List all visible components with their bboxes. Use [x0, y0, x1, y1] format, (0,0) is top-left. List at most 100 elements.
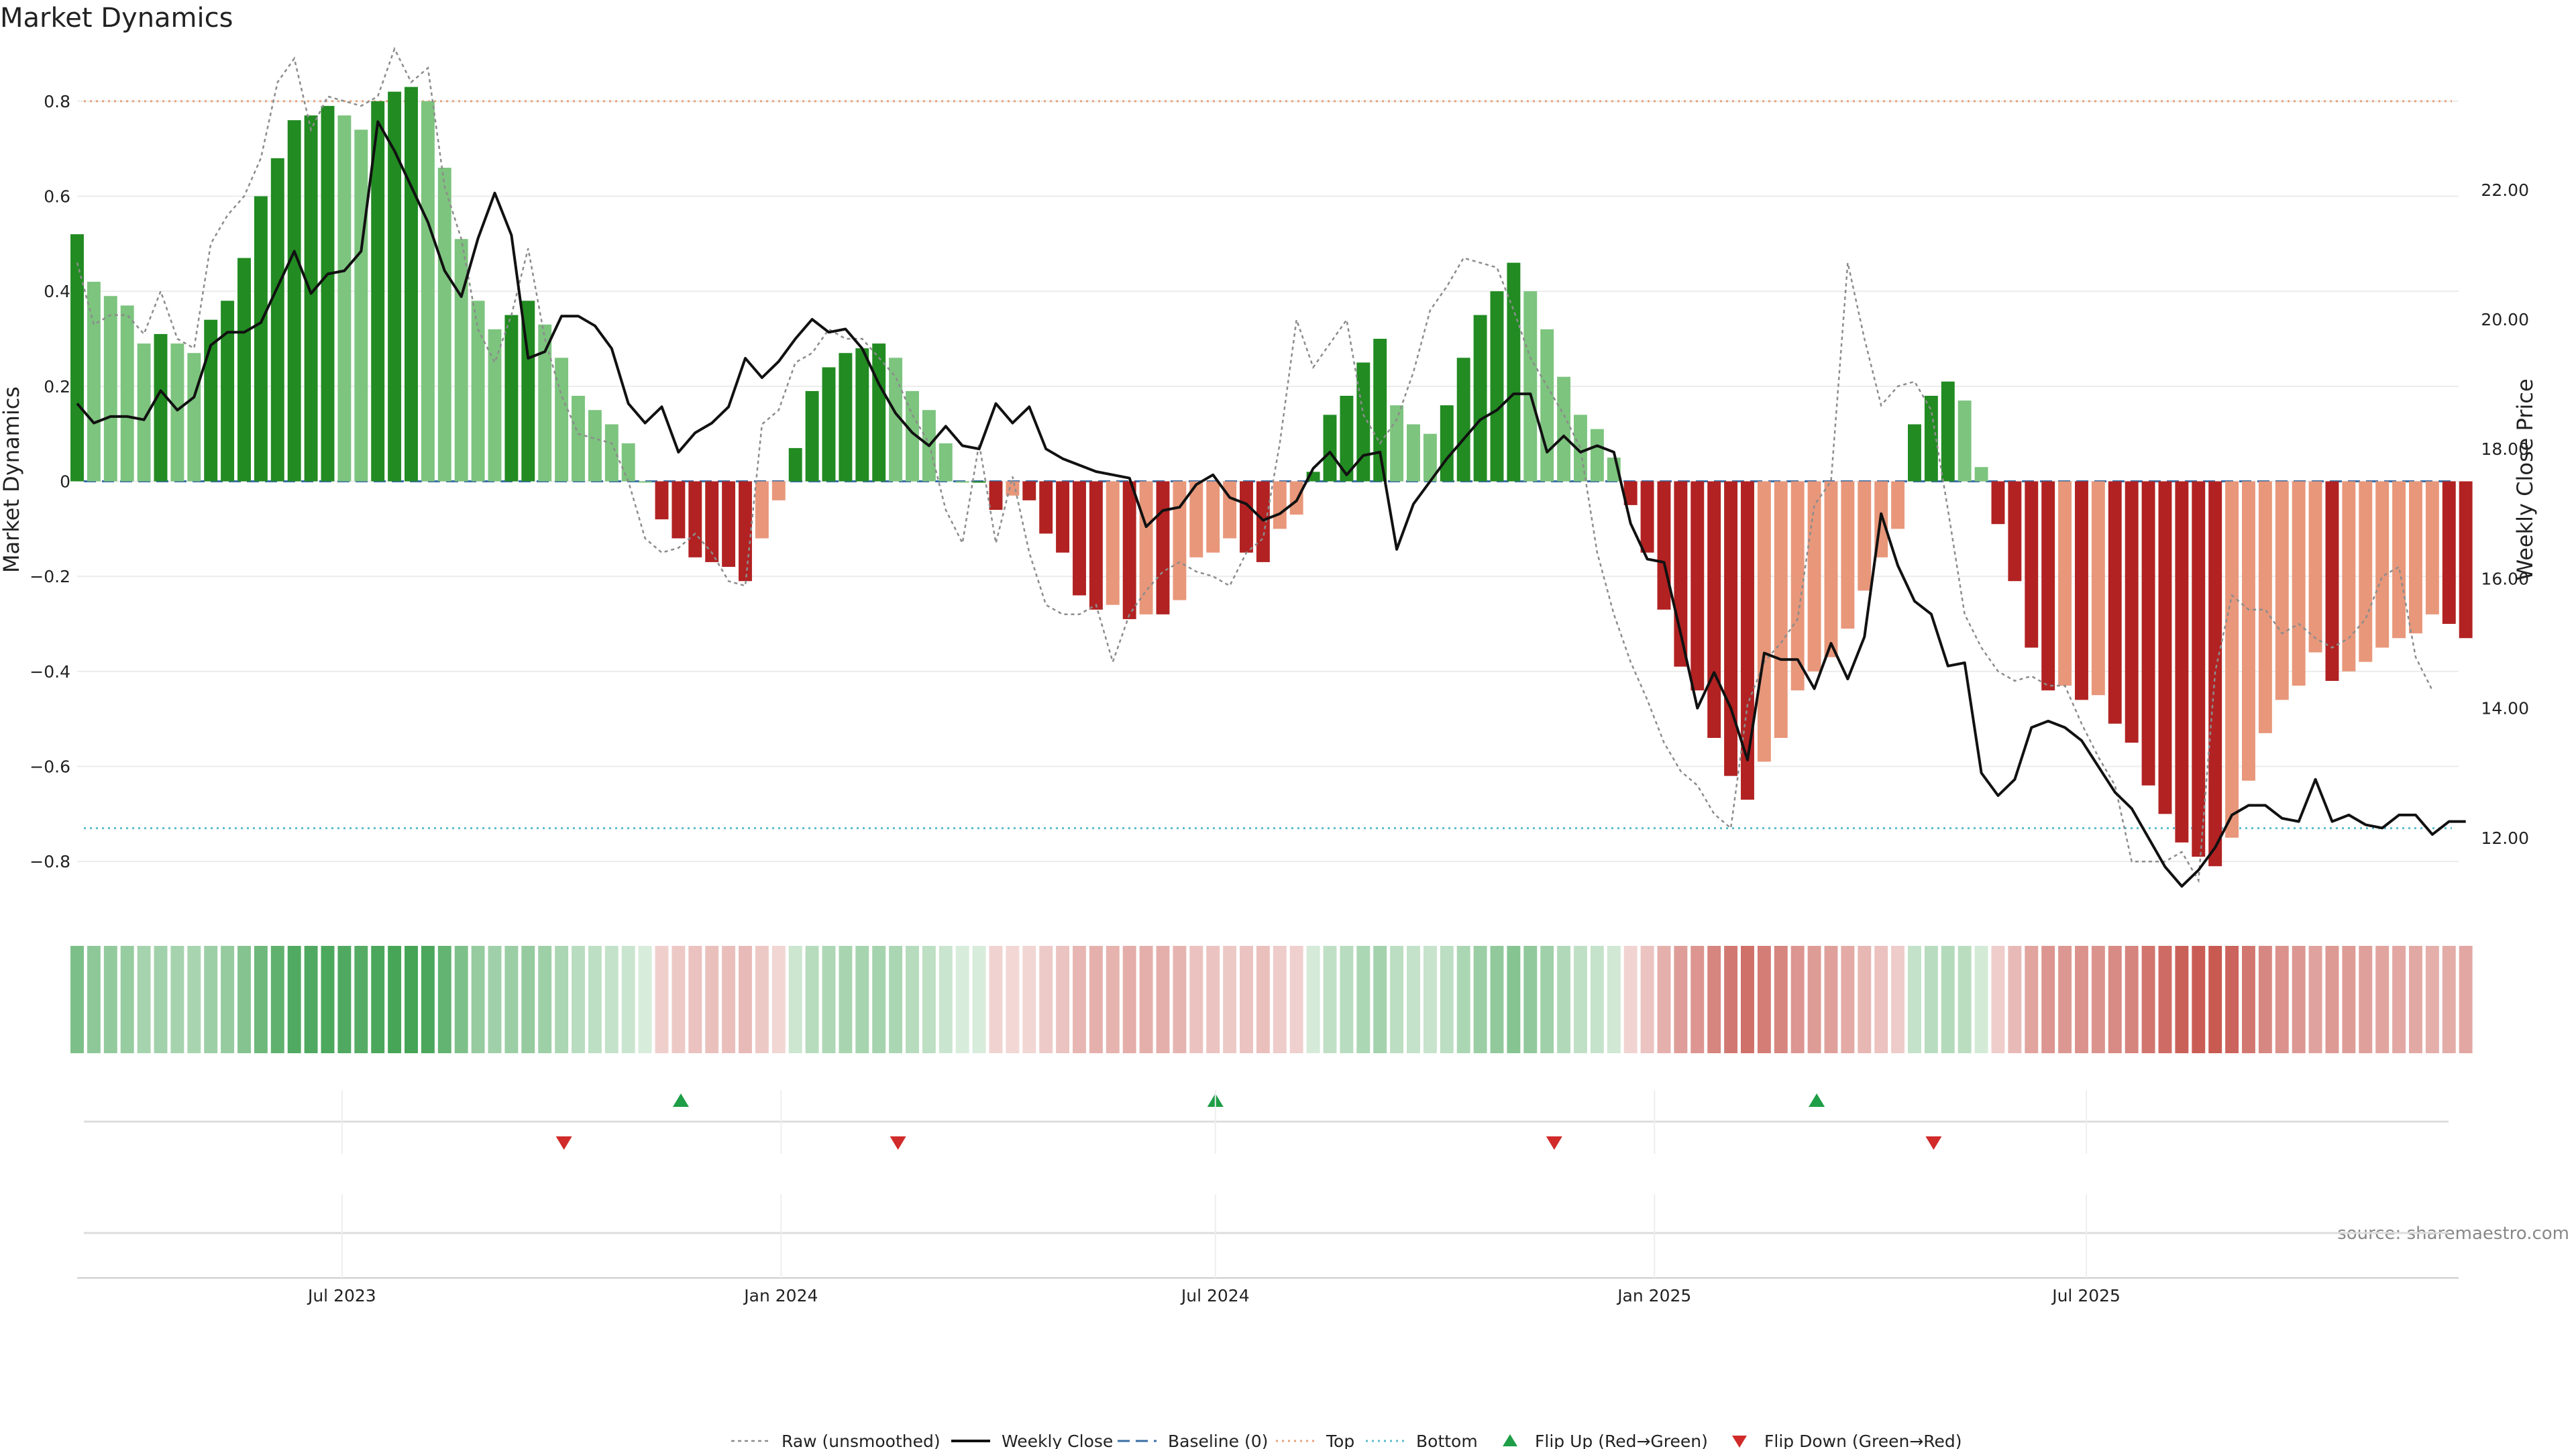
momentum-bar: [705, 481, 719, 562]
momentum-bar: [2258, 481, 2272, 733]
heat-cell: [488, 946, 502, 1053]
left-tick-label: 0.6: [44, 187, 70, 207]
heat-cell: [1122, 946, 1136, 1053]
momentum-bar: [938, 443, 953, 482]
momentum-bar: [1540, 329, 1554, 482]
heat-cell: [2242, 946, 2255, 1053]
heat-cell: [187, 946, 201, 1053]
heat-cell: [1574, 946, 1587, 1053]
momentum-bar: [1006, 481, 1020, 496]
heat-cell: [254, 946, 268, 1053]
momentum-bar: [572, 396, 585, 482]
momentum-bar: [1256, 481, 1270, 562]
momentum-bar: [504, 315, 519, 482]
regime-heat-strip: [70, 946, 2473, 1053]
momentum-bar: [1891, 481, 1905, 529]
heat-cell: [972, 946, 986, 1053]
heat-cell: [1807, 946, 1821, 1053]
heat-cell: [437, 946, 451, 1053]
momentum-bar: [421, 101, 435, 482]
momentum-bar: [839, 353, 853, 482]
momentum-bar: [1373, 339, 1387, 482]
momentum-bar: [1991, 481, 2005, 525]
heat-cell: [1557, 946, 1571, 1053]
momentum-bar: [1924, 396, 1938, 482]
left-tick-label: 0.8: [44, 92, 70, 111]
momentum-bar: [621, 443, 635, 482]
heat-cell: [688, 946, 702, 1053]
momentum-bar: [2425, 481, 2439, 614]
momentum-bar: [287, 120, 301, 482]
heat-cell: [405, 946, 418, 1053]
raw-series: [76, 46, 2434, 883]
heat-cell: [555, 946, 569, 1053]
heat-cell: [137, 946, 151, 1053]
right-tick-label: 20.00: [2481, 310, 2529, 329]
legend-flip-up-swatch: [1503, 1434, 1517, 1446]
momentum-bar: [1507, 262, 1521, 482]
momentum-bar: [1340, 396, 1354, 482]
heat-cell: [755, 946, 769, 1053]
heat-cell: [805, 946, 819, 1053]
heat-cell: [1089, 946, 1103, 1053]
right-tick-label: 16.00: [2481, 569, 2529, 588]
momentum-bar: [204, 319, 218, 482]
momentum-bar: [1240, 481, 1253, 553]
right-axis-title: Weekly Close Price: [2512, 378, 2538, 580]
momentum-bar: [2292, 481, 2306, 686]
momentum-bar: [1690, 481, 1705, 691]
heat-cell: [1991, 946, 2005, 1053]
momentum-bar: [1206, 481, 1220, 553]
momentum-bar: [1022, 481, 1036, 500]
momentum-bar: [1941, 381, 1955, 482]
momentum-bar: [1390, 405, 1404, 482]
heat-cell: [1507, 946, 1521, 1053]
heat-cell: [87, 946, 101, 1053]
heat-cell: [1289, 946, 1303, 1053]
heat-cell: [1356, 946, 1371, 1053]
momentum-bar: [488, 329, 502, 482]
heat-cell: [1390, 946, 1404, 1053]
flip-down-marker: [1546, 1136, 1562, 1150]
x-tick-label: Jul 2023: [307, 1286, 376, 1305]
heat-cell: [154, 946, 168, 1053]
momentum-bar: [1707, 481, 1721, 738]
momentum-bar: [354, 129, 368, 482]
heat-cell: [2075, 946, 2088, 1053]
heat-cell: [2058, 946, 2072, 1053]
heat-cell: [1657, 946, 1671, 1053]
heat-cell: [1790, 946, 1805, 1053]
left-tick-label: 0.4: [44, 282, 70, 301]
x-tick-label: Jul 2024: [1180, 1286, 1250, 1305]
momentum-bar: [588, 410, 602, 482]
heat-cell: [2342, 946, 2356, 1053]
momentum-bar: [755, 481, 769, 539]
momentum-bar: [270, 158, 284, 482]
heat-cell: [1323, 946, 1337, 1053]
heat-cell: [1841, 946, 1855, 1053]
heat-cell: [2192, 946, 2206, 1053]
heat-cell: [2308, 946, 2322, 1053]
heat-cell: [454, 946, 468, 1053]
left-tick-label: −0.6: [30, 757, 70, 777]
left-tick-label: −0.2: [30, 567, 70, 586]
momentum-bar: [1523, 291, 1538, 482]
momentum-bar: [889, 358, 903, 482]
heat-cell: [1640, 946, 1654, 1053]
momentum-bar: [2141, 481, 2155, 786]
momentum-bar: [87, 282, 101, 482]
heat-cell: [2141, 946, 2155, 1053]
heat-cell: [906, 946, 919, 1053]
momentum-bar: [788, 447, 802, 482]
heat-cell: [2292, 946, 2306, 1053]
momentum-bar: [154, 333, 168, 482]
heat-cell: [1674, 946, 1688, 1053]
momentum-bar: [371, 101, 385, 482]
heat-cell: [1623, 946, 1638, 1053]
momentum-bar: [1590, 429, 1604, 482]
momentum-bar: [2008, 481, 2022, 582]
momentum-bar: [989, 481, 1003, 510]
momentum-bar: [1623, 481, 1638, 505]
momentum-bar: [604, 424, 619, 482]
heat-cell: [1039, 946, 1053, 1053]
